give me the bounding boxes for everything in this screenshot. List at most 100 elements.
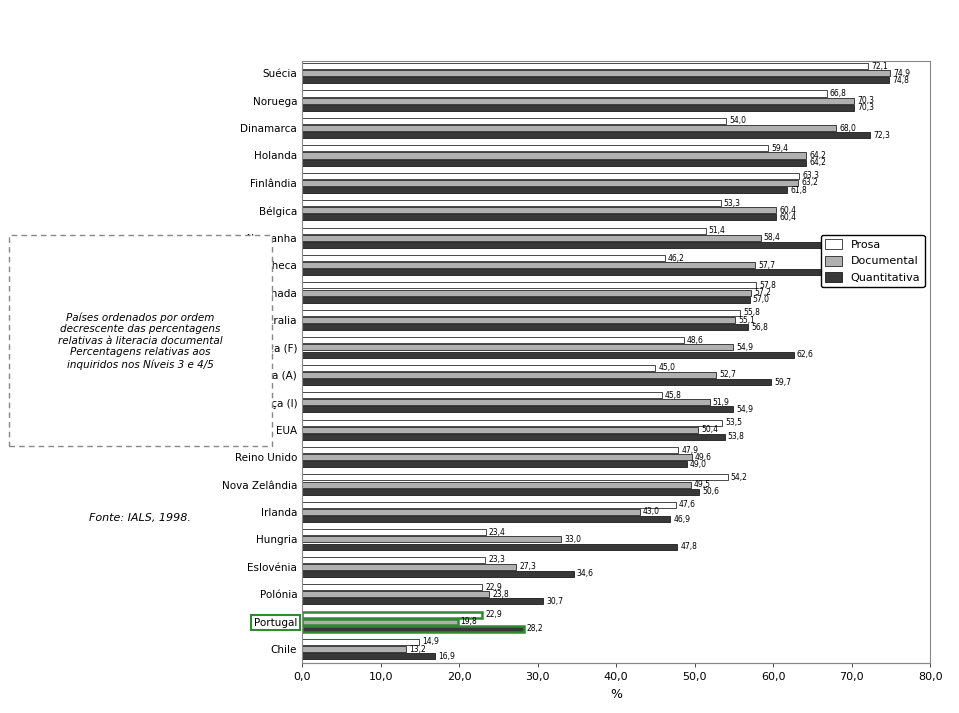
Text: 70,3: 70,3: [857, 103, 875, 112]
Bar: [302, 419, 722, 426]
Text: 63,2: 63,2: [802, 178, 818, 188]
Bar: [302, 235, 760, 241]
Text: 45,8: 45,8: [665, 391, 682, 400]
Text: 55,1: 55,1: [737, 316, 755, 324]
Bar: [302, 564, 517, 570]
Bar: [302, 145, 768, 151]
Legend: Prosa, Documental, Quantitativa: Prosa, Documental, Quantitativa: [821, 235, 924, 287]
Bar: [302, 317, 735, 323]
Bar: [302, 372, 715, 378]
Text: 61,8: 61,8: [790, 185, 807, 195]
Bar: [302, 187, 787, 193]
Text: 47,9: 47,9: [681, 446, 698, 454]
Bar: [302, 612, 481, 617]
Bar: [302, 132, 870, 138]
Bar: [302, 297, 750, 303]
Text: 23,8: 23,8: [492, 590, 509, 599]
Bar: [302, 125, 836, 131]
Text: 30,7: 30,7: [547, 597, 563, 606]
Text: 50,4: 50,4: [701, 425, 718, 434]
Text: 49,0: 49,0: [690, 460, 707, 468]
Text: 19,8: 19,8: [460, 617, 478, 626]
Bar: [302, 543, 677, 550]
Bar: [302, 180, 798, 186]
Bar: [302, 474, 728, 481]
Text: 43,0: 43,0: [643, 508, 660, 516]
Text: 55,8: 55,8: [743, 309, 760, 317]
Bar: [302, 365, 655, 371]
Text: 58,4: 58,4: [763, 233, 781, 242]
Bar: [302, 324, 748, 330]
Bar: [302, 392, 662, 398]
Bar: [302, 289, 751, 296]
Text: 54,0: 54,0: [729, 116, 746, 125]
Text: Literacia em prosa, documental e quantitativa nos países participantes no IALS: Literacia em prosa, documental e quantit…: [115, 17, 844, 36]
Text: 74,9: 74,9: [894, 68, 910, 78]
Bar: [302, 160, 807, 165]
Text: 50,6: 50,6: [703, 487, 719, 496]
Text: 56,8: 56,8: [751, 323, 768, 332]
Text: 16,9: 16,9: [438, 652, 455, 661]
Bar: [302, 619, 457, 625]
Text: 51,9: 51,9: [713, 398, 730, 407]
Bar: [302, 426, 698, 433]
Bar: [302, 571, 573, 577]
Bar: [302, 626, 524, 632]
Bar: [302, 70, 890, 76]
Bar: [302, 200, 720, 206]
Bar: [302, 270, 843, 275]
Text: 66,8: 66,8: [830, 89, 847, 98]
Bar: [302, 242, 826, 248]
FancyBboxPatch shape: [9, 235, 272, 446]
Text: 60,4: 60,4: [780, 206, 797, 215]
Text: 23,3: 23,3: [488, 555, 505, 564]
Bar: [302, 207, 777, 213]
Text: 27,3: 27,3: [520, 563, 536, 571]
Text: 46,9: 46,9: [673, 515, 690, 523]
Text: 72,3: 72,3: [873, 130, 890, 140]
Bar: [302, 173, 799, 179]
Text: 63,3: 63,3: [803, 171, 819, 180]
Bar: [302, 488, 699, 495]
Text: 54,9: 54,9: [737, 405, 753, 414]
Text: 72,1: 72,1: [872, 61, 888, 71]
Bar: [302, 282, 756, 289]
Text: Países ordenados por ordem
decrescente das percentagens
relativas à literacia do: Países ordenados por ordem decrescente d…: [58, 312, 222, 369]
Text: 59,4: 59,4: [772, 144, 788, 153]
Bar: [302, 344, 733, 351]
Text: 70,3: 70,3: [857, 96, 875, 105]
Text: 53,5: 53,5: [725, 418, 742, 427]
Text: 68,9: 68,9: [846, 268, 863, 277]
Text: 57,7: 57,7: [759, 261, 775, 270]
Bar: [302, 352, 794, 358]
Bar: [302, 591, 489, 597]
Bar: [302, 481, 690, 488]
Text: 53,8: 53,8: [728, 432, 744, 441]
Bar: [302, 118, 726, 124]
Text: 14,9: 14,9: [422, 637, 439, 647]
Bar: [302, 153, 807, 158]
Text: 23,4: 23,4: [489, 528, 505, 537]
Bar: [302, 337, 684, 344]
Bar: [302, 639, 419, 645]
Bar: [302, 105, 854, 111]
Text: 68,0: 68,0: [839, 123, 856, 133]
Text: 57,8: 57,8: [760, 281, 776, 290]
Bar: [302, 399, 710, 405]
Bar: [302, 509, 640, 515]
Text: 57,0: 57,0: [753, 295, 770, 304]
Text: Fonte: IALS, 1998.: Fonte: IALS, 1998.: [89, 513, 192, 523]
Text: 51,4: 51,4: [709, 226, 726, 235]
Bar: [302, 227, 706, 234]
Bar: [302, 447, 678, 453]
Text: 60,4: 60,4: [780, 213, 797, 222]
Text: 34,6: 34,6: [577, 570, 594, 578]
Bar: [302, 63, 868, 69]
Text: 57,2: 57,2: [755, 288, 771, 297]
Text: 62,6: 62,6: [797, 350, 813, 359]
Text: 52,7: 52,7: [719, 370, 736, 379]
Bar: [302, 434, 724, 440]
Text: 64,2: 64,2: [809, 158, 827, 167]
Text: 22,9: 22,9: [485, 610, 502, 619]
Bar: [302, 215, 777, 220]
